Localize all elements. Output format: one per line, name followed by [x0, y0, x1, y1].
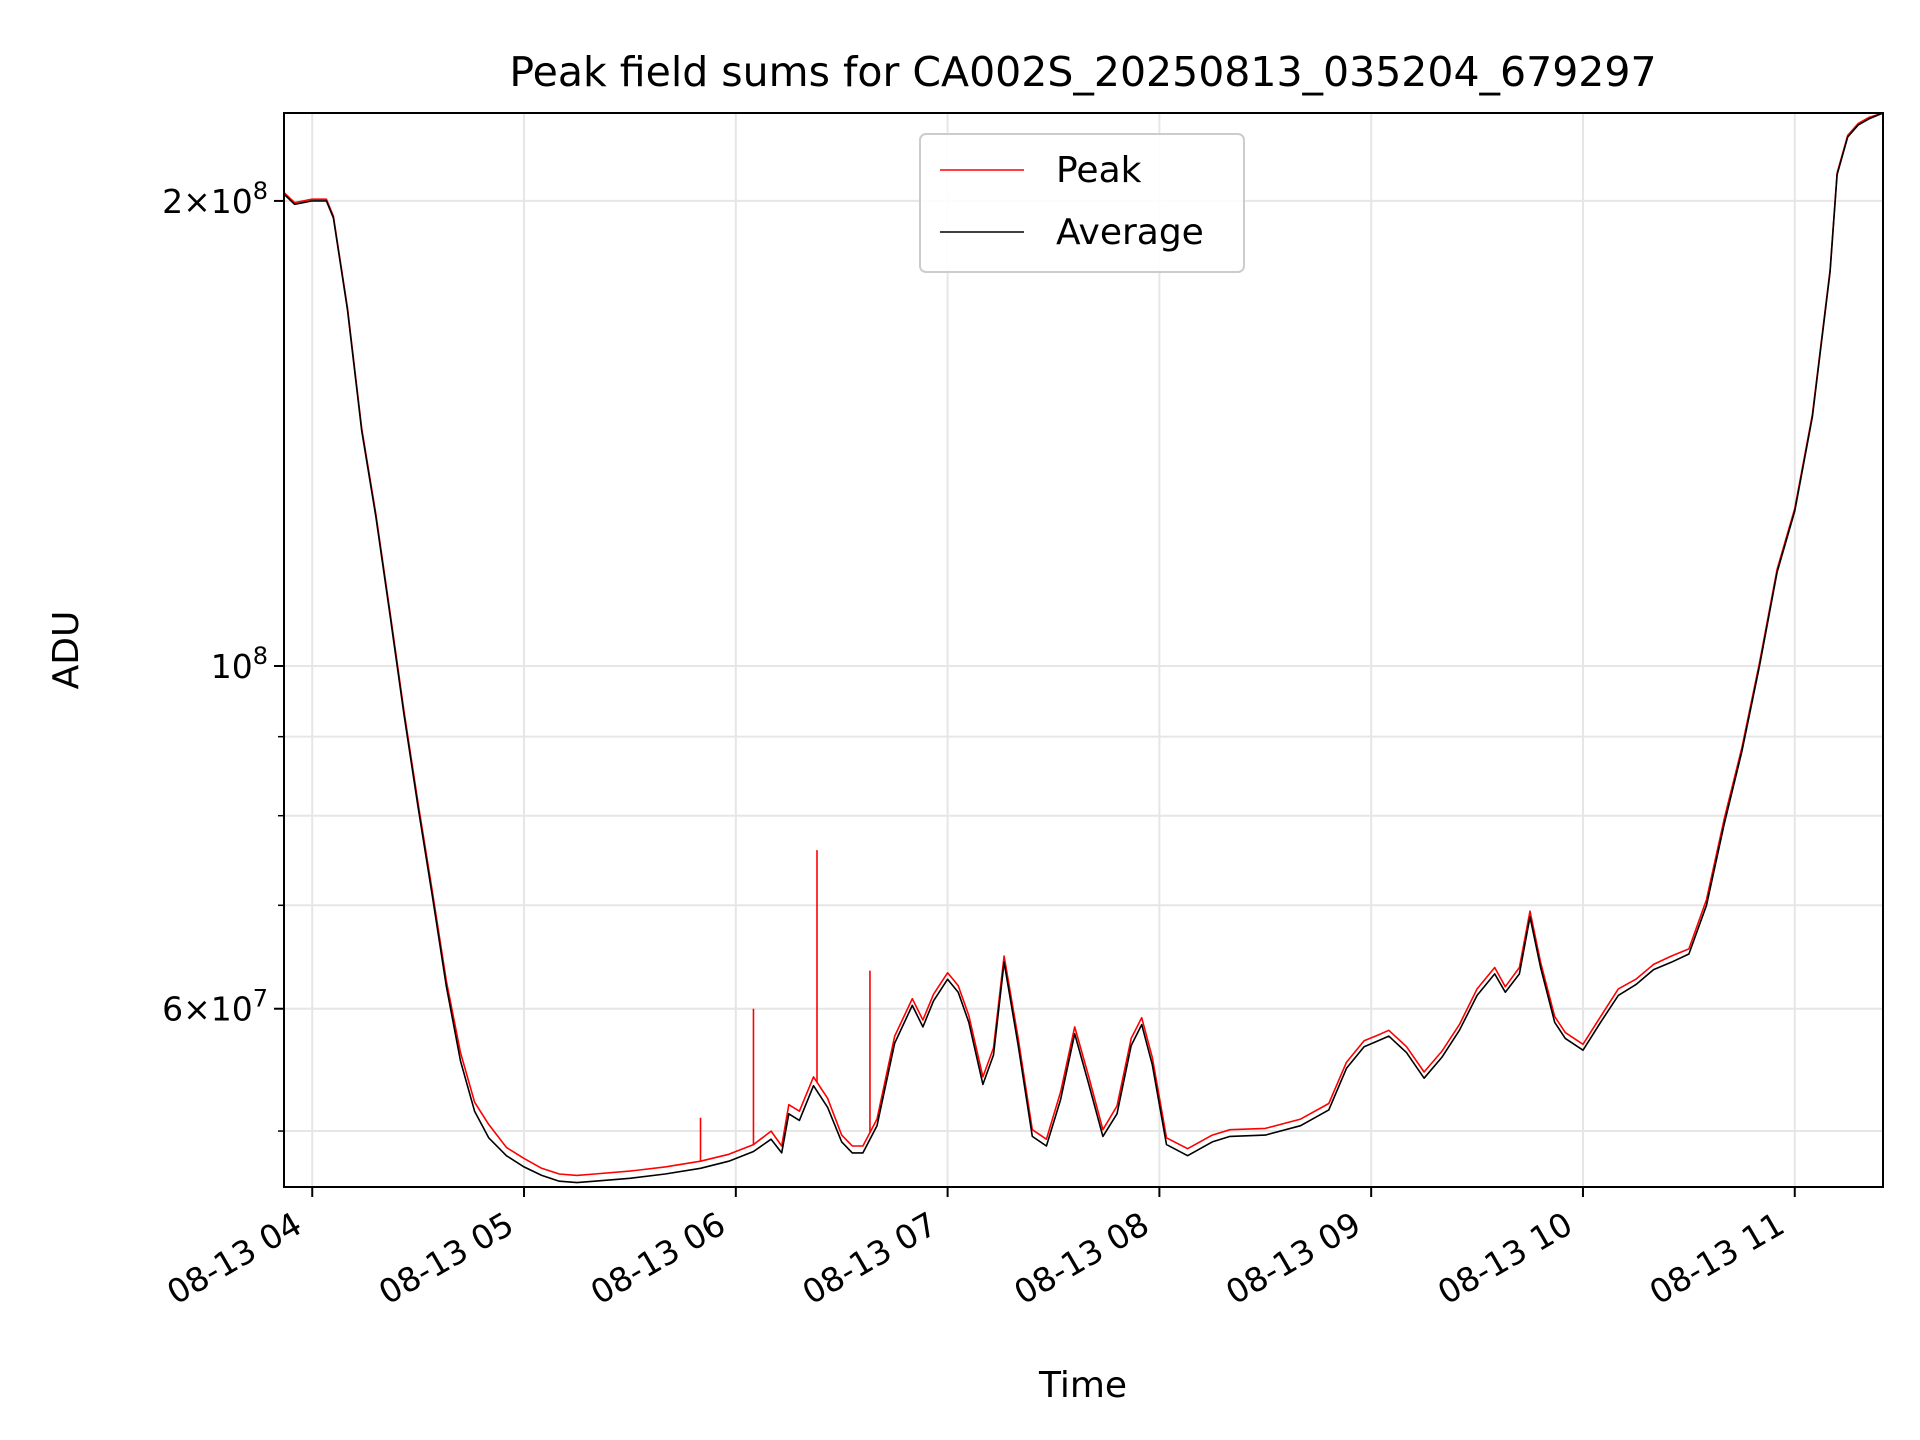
x-axis-label: Time [1038, 1365, 1127, 1406]
legend-peak-label: Peak [1056, 150, 1142, 191]
y-tick-label-2: 2×108 [162, 177, 268, 221]
y-tick-label-1: 108 [211, 642, 268, 686]
y-tick-label-0: 6×107 [162, 985, 268, 1029]
series-line-peak [283, 112, 1884, 1177]
y-axis-label: ADU [46, 611, 87, 690]
plot-frame [283, 112, 1884, 1188]
legend-box [919, 133, 1245, 273]
series-layer [283, 112, 1884, 1184]
chart-title: Peak field sums for CA002S_20250813_0352… [509, 48, 1656, 96]
legend-average-label: Average [1056, 212, 1204, 253]
y-axis: 6×107 108 2×108 [162, 177, 284, 1132]
series-line-average [283, 112, 1884, 1184]
legend: Peak Average [919, 133, 1245, 273]
